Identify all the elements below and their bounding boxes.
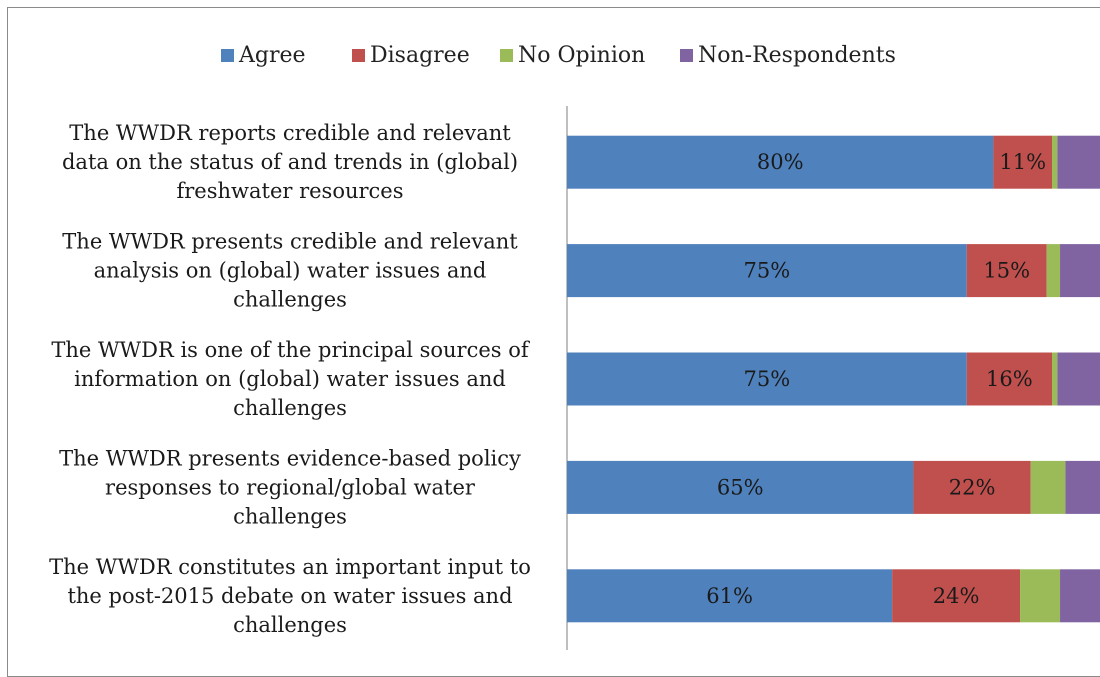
- bar-non-respondents-4: [1065, 460, 1100, 514]
- legend-swatch-no-opinion: [500, 49, 513, 62]
- category-label-5-line-1: The WWDR constitutes an important input …: [49, 555, 531, 579]
- category-label-1-line-3: freshwater resources: [176, 179, 403, 203]
- category-label-4-line-3: challenges: [233, 504, 347, 528]
- bar-agree-4: [567, 460, 914, 514]
- category-label-3-line-2: information on (global) water issues and: [74, 367, 506, 391]
- bar-non-respondents-1: [1057, 135, 1100, 189]
- category-label-5-line-3: challenges: [233, 613, 347, 637]
- data-label-agree-2: 75%: [744, 259, 791, 283]
- legend-swatch-non-respondents: [680, 49, 693, 62]
- bar-agree-3: [567, 352, 967, 406]
- category-label-1-line-1: The WWDR reports credible and relevant: [69, 121, 511, 145]
- bar-agree-1: [567, 135, 994, 189]
- data-label-agree-4: 65%: [717, 475, 764, 499]
- category-label-3-line-1: The WWDR is one of the principal sources…: [51, 338, 531, 362]
- bar-non-respondents-2: [1060, 244, 1100, 298]
- bar-no-opinion-2: [1046, 244, 1061, 298]
- data-label-disagree-4: 22%: [949, 475, 996, 499]
- category-label-3-line-3: challenges: [233, 396, 347, 420]
- bar-no-opinion-1: [1052, 135, 1058, 189]
- category-label-2-line-2: analysis on (global) water issues and: [94, 259, 487, 283]
- bar-agree-2: [567, 244, 967, 298]
- bar-agree-5: [567, 569, 893, 623]
- legend-label-non-respondents: Non-Respondents: [698, 43, 896, 68]
- legend-swatch-disagree: [352, 49, 365, 62]
- bar-disagree-1: [993, 135, 1053, 189]
- bar-disagree-2: [966, 244, 1047, 298]
- legend-label-no-opinion: No Opinion: [518, 43, 645, 68]
- category-label-2-line-3: challenges: [233, 288, 347, 312]
- data-label-agree-5: 61%: [706, 584, 753, 608]
- category-label-4-line-2: responses to regional/global water: [105, 475, 476, 499]
- bar-non-respondents-3: [1057, 352, 1100, 406]
- bar-non-respondents-5: [1060, 569, 1100, 623]
- data-label-disagree-2: 15%: [983, 259, 1030, 283]
- data-label-agree-1: 80%: [757, 150, 804, 174]
- bar-no-opinion-5: [1020, 569, 1061, 623]
- data-label-disagree-3: 16%: [986, 367, 1033, 391]
- data-label-agree-3: 75%: [744, 367, 791, 391]
- category-label-5-line-2: the post-2015 debate on water issues and: [67, 584, 512, 608]
- bar-disagree-3: [966, 352, 1053, 406]
- bar-disagree-4: [913, 460, 1031, 514]
- data-label-disagree-5: 24%: [933, 584, 980, 608]
- legend-label-disagree: Disagree: [370, 43, 470, 68]
- category-label-2-line-1: The WWDR presents credible and relevant: [62, 230, 518, 254]
- category-label-1-line-2: data on the status of and trends in (glo…: [62, 150, 518, 174]
- bar-disagree-5: [892, 569, 1021, 623]
- category-label-4-line-1: The WWDR presents evidence-based policy: [59, 446, 521, 470]
- bar-no-opinion-3: [1052, 352, 1058, 406]
- data-label-disagree-1: 11%: [999, 150, 1046, 174]
- bar-no-opinion-4: [1030, 460, 1066, 514]
- legend-swatch-agree: [221, 49, 234, 62]
- legend-label-agree: Agree: [238, 43, 306, 68]
